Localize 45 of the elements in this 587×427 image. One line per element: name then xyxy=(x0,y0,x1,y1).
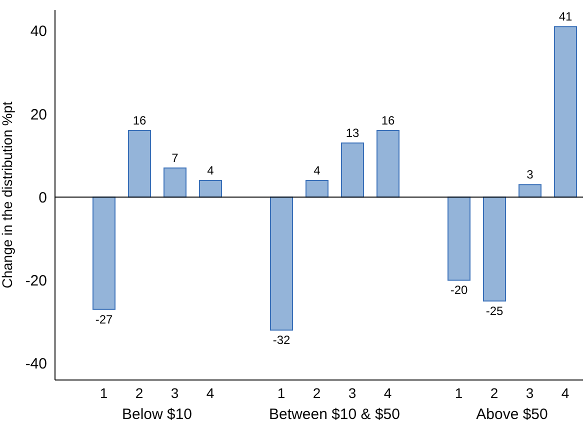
y-tick-label: 20 xyxy=(30,106,47,124)
data-label: -32 xyxy=(272,333,290,348)
bar xyxy=(128,130,151,198)
data-label: 4 xyxy=(207,163,214,178)
x-tick-label: 4 xyxy=(206,384,214,401)
x-tick-label: 2 xyxy=(312,384,321,401)
data-label: 3 xyxy=(526,168,534,182)
bar xyxy=(483,196,506,302)
bar xyxy=(376,130,400,198)
bar xyxy=(341,142,364,198)
data-label: -27 xyxy=(95,312,113,326)
bar xyxy=(306,180,328,198)
y-tick-label: -20 xyxy=(25,272,47,290)
x-tick-label: 1 xyxy=(100,384,108,401)
x-tick-label: 1 xyxy=(277,384,286,401)
x-tick-label: 2 xyxy=(135,384,144,401)
data-label: 7 xyxy=(172,150,179,165)
x-tick-label: 4 xyxy=(561,384,570,401)
bar xyxy=(164,167,186,198)
y-tick-label: 0 xyxy=(38,189,47,206)
bar xyxy=(199,180,222,198)
bar xyxy=(92,196,116,310)
data-label: 41 xyxy=(558,10,572,24)
bar xyxy=(270,196,293,331)
y-tick-label: -40 xyxy=(25,356,47,373)
bar xyxy=(554,26,577,198)
y-tick-label: 40 xyxy=(30,23,47,40)
x-tick-label: 1 xyxy=(454,384,463,401)
x-tick-label: 3 xyxy=(526,384,534,401)
text: Above $50 xyxy=(475,406,549,423)
data-label: -25 xyxy=(486,304,504,318)
x-tick-label: 2 xyxy=(490,384,498,401)
y-axis-title: Change in the distribution %pt xyxy=(0,102,15,288)
text: Below $10 xyxy=(120,406,194,423)
data-label: 16 xyxy=(132,114,146,128)
data-label: 4 xyxy=(314,163,321,178)
text: Between $10 & $50 xyxy=(268,406,401,423)
x-tick-label: 3 xyxy=(170,384,179,401)
data-label: -20 xyxy=(450,283,468,298)
bar xyxy=(448,196,470,281)
data-label: 13 xyxy=(346,126,360,140)
bar xyxy=(518,184,542,198)
x-tick-label: 4 xyxy=(384,384,392,401)
x-tick-label: 3 xyxy=(348,384,356,401)
data-label: 16 xyxy=(381,114,395,128)
